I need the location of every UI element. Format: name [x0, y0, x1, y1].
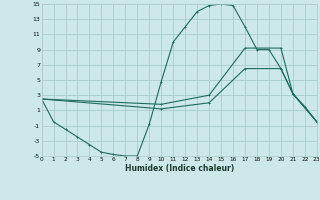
X-axis label: Humidex (Indice chaleur): Humidex (Indice chaleur)	[124, 164, 234, 173]
